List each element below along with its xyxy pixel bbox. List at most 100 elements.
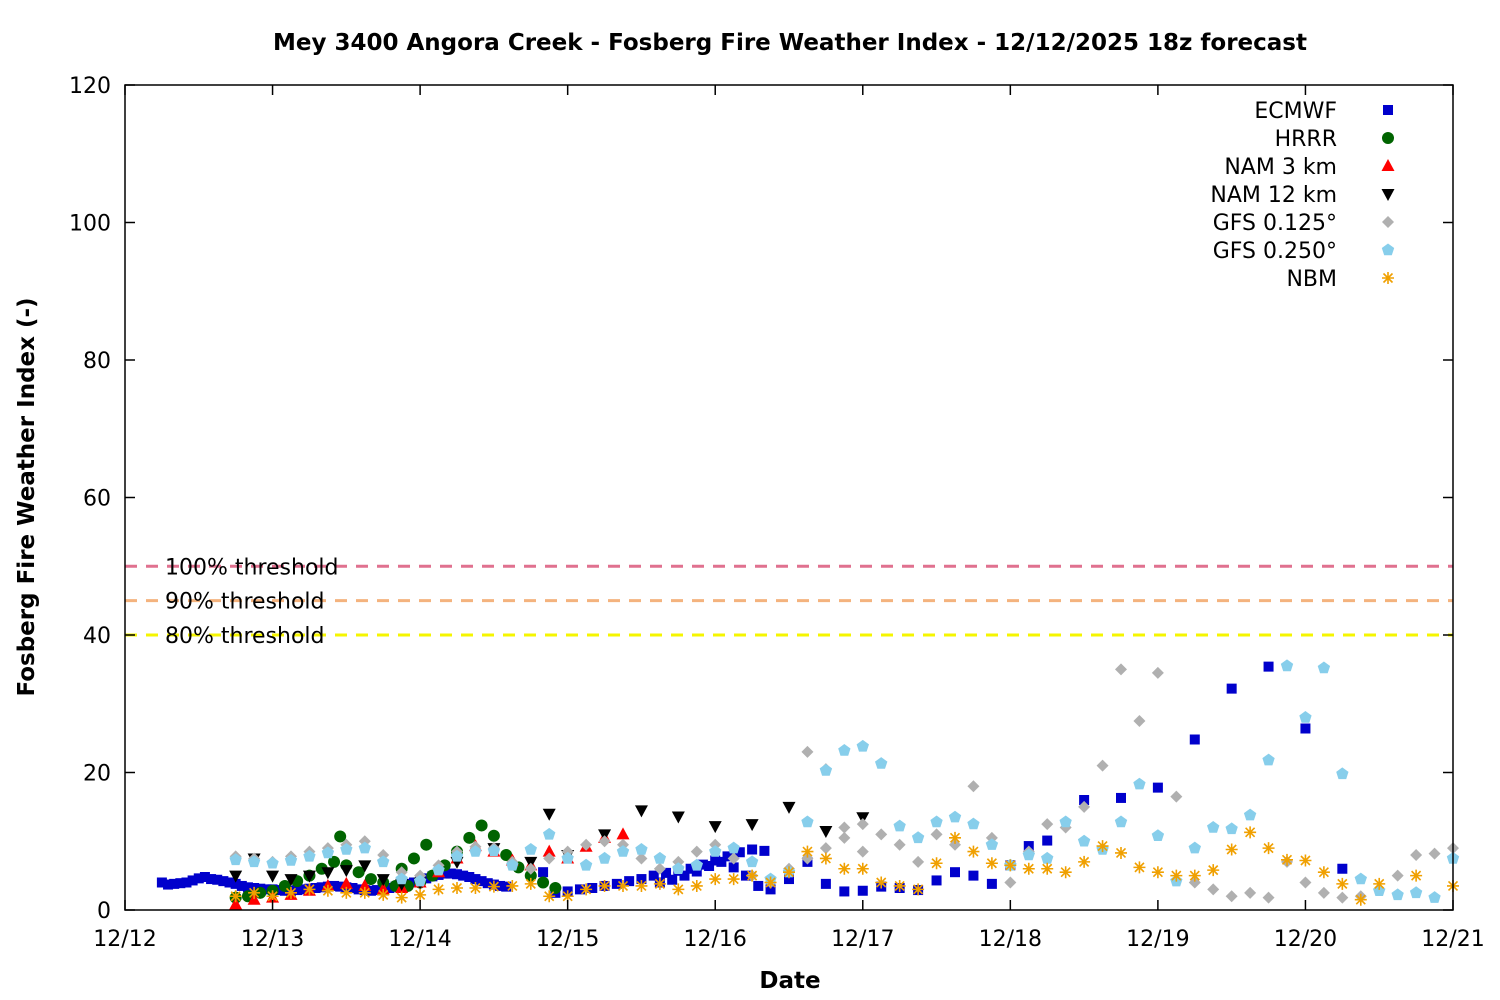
data-point [1133, 714, 1146, 727]
data-point [432, 863, 445, 876]
y-tick-label: 0 [97, 899, 111, 924]
data-point [395, 891, 408, 904]
data-point [537, 876, 550, 889]
data-point [653, 851, 667, 864]
data-point [1041, 862, 1054, 875]
data-point [1336, 877, 1349, 890]
data-point [1022, 848, 1035, 861]
data-point [266, 890, 279, 903]
data-point [819, 763, 833, 776]
data-point [193, 873, 204, 884]
data-point [1133, 777, 1146, 790]
data-point [1410, 869, 1423, 882]
data-point [561, 890, 574, 903]
legend-label: NAM 12 km [1210, 183, 1337, 208]
data-point [1133, 861, 1146, 874]
data-point [672, 883, 685, 896]
x-axis: 12/12 12/13 12/14 12/15 12/16 12/17 12/18 12/19… [93, 85, 1485, 952]
data-point [704, 861, 715, 871]
data-point [746, 869, 759, 882]
data-point [358, 860, 372, 873]
data-point [206, 874, 217, 885]
data-point [524, 843, 537, 855]
data-point [1004, 876, 1017, 889]
y-tick-label: 120 [69, 74, 111, 99]
data-point [727, 841, 740, 854]
data-point [1170, 790, 1183, 803]
data-point [1096, 840, 1109, 853]
data-point [716, 856, 727, 867]
data-point [1079, 795, 1090, 805]
data-point [439, 868, 450, 879]
data-point [340, 843, 353, 855]
threshold-label: 80% threshold [165, 624, 325, 649]
data-point [543, 890, 556, 903]
data-point [1244, 886, 1257, 899]
data-point [801, 845, 814, 858]
data-point [1317, 886, 1330, 899]
data-point [487, 880, 500, 893]
data-point [475, 819, 488, 832]
legend-label: GFS 0.125° [1213, 211, 1337, 236]
data-point [1096, 759, 1109, 772]
data-point [181, 877, 192, 888]
threshold-lines: 100% threshold 90% threshold 80% threshold [125, 555, 1453, 649]
data-point [395, 872, 408, 885]
data-point [1428, 891, 1441, 903]
data-point [1299, 876, 1312, 889]
data-point [358, 841, 371, 854]
x-tick-label: 12/16 [684, 927, 747, 952]
data-point [321, 867, 335, 880]
data-point [482, 878, 493, 889]
data-point [542, 808, 556, 821]
data-point [230, 878, 241, 889]
data-point [1042, 835, 1053, 846]
data-point [745, 819, 759, 832]
data-point [617, 879, 629, 892]
data-point [1336, 767, 1349, 780]
x-tick-label: 12/18 [979, 927, 1042, 952]
data-point [1188, 841, 1201, 854]
data-point [1262, 891, 1275, 904]
data-point [376, 874, 390, 887]
data-point [820, 878, 831, 889]
legend: ECMWF HRRR NAM 3 km NAM 12 km GFS 0.125° GFS … [1210, 99, 1395, 292]
data-point [1409, 886, 1423, 899]
data-point [1391, 869, 1404, 882]
data-point [912, 883, 925, 896]
data-point [710, 855, 721, 866]
data-point [759, 845, 770, 856]
data-point [340, 886, 353, 899]
data-point [968, 870, 979, 881]
legend-marker [1382, 216, 1394, 228]
data-point [285, 886, 297, 899]
data-point [347, 883, 358, 893]
x-tick-label: 12/15 [536, 927, 599, 952]
data-point [303, 883, 316, 896]
data-point [420, 838, 433, 851]
data-point [634, 805, 648, 818]
data-point [236, 880, 247, 891]
data-point [1004, 859, 1017, 872]
data-point [661, 867, 672, 878]
data-point [893, 879, 906, 892]
data-point [727, 852, 740, 865]
data-point [1059, 866, 1072, 879]
data-point [413, 874, 427, 887]
data-point [506, 858, 519, 871]
data-point [1262, 842, 1275, 855]
data-point [335, 881, 346, 892]
data-point [451, 882, 463, 894]
data-point [310, 883, 321, 893]
data-point [353, 884, 364, 895]
data-point [783, 866, 795, 879]
data-point [616, 827, 630, 840]
data-point [624, 876, 635, 887]
y-tick-label: 100 [69, 212, 111, 237]
data-point [543, 827, 556, 840]
data-point [579, 858, 593, 871]
data-point [1225, 890, 1238, 903]
data-point [229, 890, 242, 903]
data-point [911, 831, 925, 844]
